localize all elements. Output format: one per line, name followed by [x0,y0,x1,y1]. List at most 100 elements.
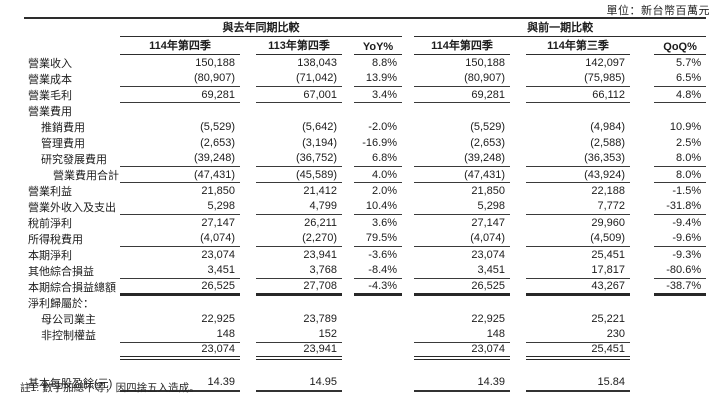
value-cell: 67,001 [256,86,342,103]
value-cell: 25,451 [591,248,626,261]
label-column-spacer [24,37,120,55]
group-gap [402,19,414,37]
value-cell: (2,270) [256,230,342,247]
value-cell [354,375,402,391]
column-header-yoy-pct: YoY% [354,36,403,55]
column-gap [630,135,654,151]
group-header-row: 與去年同期比較 與前一期比較 [24,19,707,37]
column-gap [510,119,526,135]
table-row: 非控制權益 148 152 148 230 [24,326,706,343]
column-gap [402,295,414,311]
column-gap [630,311,654,327]
value-cell: (39,248) [120,150,240,167]
value-cell: 142,097 [585,56,626,69]
value-cell: -8.4% [354,262,403,279]
column-gap [402,358,414,375]
column-gap [402,263,414,279]
table-row: 淨利歸屬於： [24,295,706,311]
column-gap [240,151,256,167]
column-gap [630,71,654,87]
value-cell: 4.8% [654,86,707,103]
column-gap [342,103,354,119]
column-gap [342,375,354,391]
table-row: 營業外收入及支出 5,298 4,799 10.4% 5,298 7,772 -31.8% [24,198,707,215]
column-gap [402,119,414,135]
column-gap [240,279,256,295]
value-cell: 23,789 [303,312,337,325]
value-cell: 4.0% [354,166,403,183]
value-cell: (45,589) [256,166,342,183]
column-gap [510,55,526,71]
column-gap [510,263,526,279]
column-gap [510,199,526,215]
value-cell: -16.9% [362,136,398,149]
value-cell [354,295,402,311]
value-cell [654,327,706,343]
value-cell: 3,768 [256,262,342,279]
value-cell: 27,147 [471,216,506,229]
value-cell: 5.7% [676,56,702,69]
column-gap [342,119,354,135]
column-gap [510,247,526,263]
value-cell: -2.0% [368,120,398,133]
value-cell: 15.84 [526,374,631,392]
column-gap [342,199,354,215]
column-gap [510,231,526,247]
value-cell: (4,509) [526,230,631,247]
table-row: 本期淨利 23,074 23,941 -3.6% 23,074 25,451 -9.3% [24,247,706,263]
column-gap [342,55,354,71]
value-cell: 10.4% [354,198,403,215]
column-header-q4-114b: 114年第四季 [414,36,511,55]
row-label: 淨利歸屬於： [28,297,94,310]
value-cell: (39,248) [414,150,511,167]
column-gap [510,327,526,343]
value-cell: (5,529) [200,120,235,133]
value-cell: 22,188 [591,184,626,197]
column-gap [630,199,654,215]
table-row [24,358,706,375]
value-cell: 2.0% [371,184,398,197]
column-gap [630,358,654,375]
value-cell: (71,042) [256,70,342,87]
column-gap [630,103,654,119]
column-gap [402,215,414,231]
table-row: 所得稅費用 (4,074) (2,270) 79.5% (4,074) (4,509) -9… [24,230,707,247]
value-cell [526,103,630,119]
column-gap [402,183,414,199]
value-cell: (4,074) [120,230,240,247]
row-label: 其他綜合損益 [28,265,94,278]
column-gap [630,343,654,358]
value-cell: 21,850 [471,184,506,197]
value-cell: -9.4% [672,216,702,229]
column-gap [510,71,526,87]
value-cell [654,295,706,311]
value-cell: (5,642) [302,120,337,133]
value-cell: 2.5% [676,136,702,149]
value-cell [354,358,402,375]
column-gap [630,231,654,247]
row-label: 營業費用 [28,105,72,118]
row-label: 營業外收入及支出 [28,201,116,214]
column-gap [240,199,256,215]
value-cell [256,103,342,119]
value-cell: 3,451 [120,262,240,279]
column-header-q4-114: 114年第四季 [120,36,240,55]
column-gap [342,263,354,279]
value-cell: 26,525 [120,278,240,296]
row-label: 本期淨利 [28,249,72,262]
column-gap [630,295,654,311]
column-gap [402,151,414,167]
row-label: 推銷費用 [41,121,85,134]
column-gap [630,327,654,343]
column-gap [342,135,354,151]
value-cell: (2,653) [470,136,506,149]
table-row: 其他綜合損益 3,451 3,768 -8.4% 3,451 17,817 -80.6% [24,262,707,279]
value-cell: 3,451 [414,262,511,279]
value-cell: (4,074) [414,230,511,247]
value-cell: 21,850 [201,184,235,197]
value-cell: 25,451 [526,342,631,360]
value-cell: 4,799 [256,198,342,215]
value-cell [526,358,630,375]
value-cell: -38.7% [654,278,707,296]
value-cell: 23,074 [414,342,511,360]
